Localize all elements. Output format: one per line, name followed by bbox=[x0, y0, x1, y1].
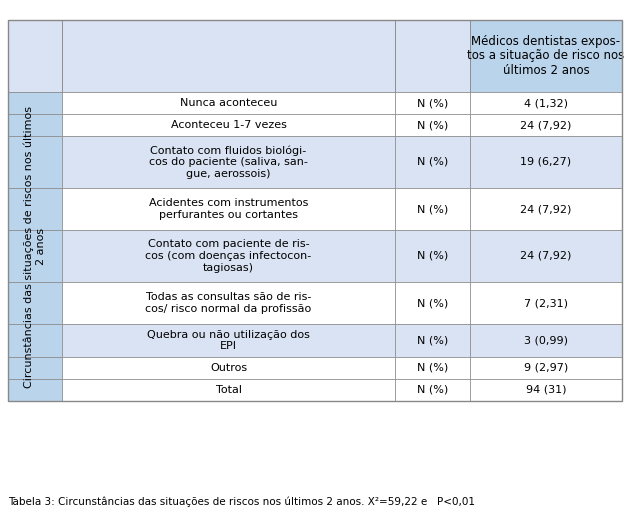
Text: N (%): N (%) bbox=[417, 385, 448, 395]
Bar bbox=[470, 136, 622, 188]
Bar bbox=[8, 20, 62, 92]
Bar bbox=[470, 114, 622, 136]
Text: N (%): N (%) bbox=[417, 335, 448, 345]
Bar bbox=[8, 379, 62, 401]
Bar bbox=[395, 357, 470, 379]
Bar bbox=[395, 230, 470, 282]
Bar bbox=[8, 20, 622, 401]
Bar bbox=[62, 114, 395, 136]
Bar bbox=[8, 92, 62, 114]
Bar bbox=[395, 282, 470, 324]
Text: Todas as consultas são de ris-
cos/ risco normal da profissão: Todas as consultas são de ris- cos/ risc… bbox=[146, 292, 312, 314]
Text: Contato com paciente de ris-
cos (com doenças infectocon-
tagiosas): Contato com paciente de ris- cos (com do… bbox=[146, 239, 312, 272]
Bar bbox=[8, 324, 62, 357]
Bar bbox=[62, 357, 395, 379]
Bar bbox=[8, 136, 62, 188]
Text: Tabela 3: Circunstâncias das situações de riscos nos últimos 2 anos. Χ²=59,22 e : Tabela 3: Circunstâncias das situações d… bbox=[8, 497, 475, 507]
Bar bbox=[62, 324, 395, 357]
Text: N (%): N (%) bbox=[417, 157, 448, 167]
Bar bbox=[62, 188, 395, 230]
Text: 24 (7,92): 24 (7,92) bbox=[520, 251, 571, 261]
Text: 4 (1,32): 4 (1,32) bbox=[524, 98, 568, 108]
Text: Aconteceu 1-7 vezes: Aconteceu 1-7 vezes bbox=[171, 120, 287, 130]
Bar bbox=[470, 282, 622, 324]
Text: N (%): N (%) bbox=[417, 298, 448, 308]
Bar bbox=[8, 188, 62, 230]
Bar bbox=[395, 136, 470, 188]
Text: Nunca aconteceu: Nunca aconteceu bbox=[180, 98, 277, 108]
Text: N (%): N (%) bbox=[417, 204, 448, 214]
Bar bbox=[62, 379, 395, 401]
Bar bbox=[8, 114, 62, 136]
Text: 24 (7,92): 24 (7,92) bbox=[520, 120, 571, 130]
Text: N (%): N (%) bbox=[417, 120, 448, 130]
Bar bbox=[470, 188, 622, 230]
Text: 9 (2,97): 9 (2,97) bbox=[524, 363, 568, 373]
Bar bbox=[8, 282, 62, 324]
Bar bbox=[8, 230, 62, 282]
Text: Acidentes com instrumentos
perfurantes ou cortantes: Acidentes com instrumentos perfurantes o… bbox=[149, 198, 308, 220]
Text: Contato com fluidos biológi-
cos do paciente (saliva, san-
gue, aerossois): Contato com fluidos biológi- cos do paci… bbox=[149, 145, 308, 179]
Bar bbox=[62, 92, 395, 114]
Text: Outros: Outros bbox=[210, 363, 247, 373]
Bar bbox=[470, 92, 622, 114]
Text: 94 (31): 94 (31) bbox=[526, 385, 566, 395]
Bar bbox=[470, 230, 622, 282]
Text: Circunstâncias das situações de riscos nos últimos
2 anos: Circunstâncias das situações de riscos n… bbox=[24, 106, 46, 387]
Bar bbox=[395, 379, 470, 401]
Text: Médicos dentistas expos-
tos a situação de risco nos
últimos 2 anos: Médicos dentistas expos- tos a situação … bbox=[467, 34, 624, 77]
Text: 3 (0,99): 3 (0,99) bbox=[524, 335, 568, 345]
Bar bbox=[395, 114, 470, 136]
Bar bbox=[470, 20, 622, 92]
Text: 7 (2,31): 7 (2,31) bbox=[524, 298, 568, 308]
Bar bbox=[62, 282, 395, 324]
Bar bbox=[8, 357, 62, 379]
Text: 19 (6,27): 19 (6,27) bbox=[520, 157, 571, 167]
Bar bbox=[395, 92, 470, 114]
Bar bbox=[395, 324, 470, 357]
Bar bbox=[470, 357, 622, 379]
Bar bbox=[62, 20, 395, 92]
Text: N (%): N (%) bbox=[417, 98, 448, 108]
Text: 24 (7,92): 24 (7,92) bbox=[520, 204, 571, 214]
Bar bbox=[470, 379, 622, 401]
Text: Quebra ou não utilização dos
EPI: Quebra ou não utilização dos EPI bbox=[147, 330, 310, 352]
Text: Total: Total bbox=[215, 385, 241, 395]
Text: N (%): N (%) bbox=[417, 363, 448, 373]
Bar bbox=[62, 136, 395, 188]
Bar bbox=[395, 188, 470, 230]
Text: N (%): N (%) bbox=[417, 251, 448, 261]
Bar bbox=[62, 230, 395, 282]
Bar bbox=[395, 20, 470, 92]
Bar bbox=[470, 324, 622, 357]
